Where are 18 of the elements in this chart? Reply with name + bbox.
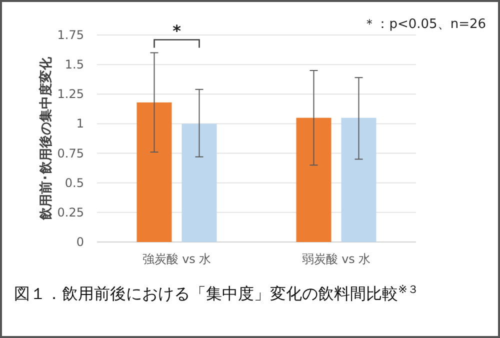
y-tick-label: 1.25: [57, 87, 84, 102]
annotation: *: [172, 22, 182, 41]
x-tick-label: 弱炭酸 vs 水: [302, 252, 371, 266]
y-tick-label: 1.75: [57, 28, 84, 42]
y-tick-label: 1: [76, 116, 84, 131]
text: 図１．飲用前後における「集中度」変化の飲料間比較$^{※３}$: [14, 282, 418, 303]
bar: [296, 118, 332, 242]
bar: [182, 124, 217, 242]
y-tick-label: 0: [76, 235, 84, 249]
text: ＊：p<0.05、n=26: [363, 17, 486, 32]
x-tick-label: 強炭酸 vs 水: [142, 252, 212, 266]
y-axis-title: 飲用前･飲用後の集中度変化: [38, 56, 54, 221]
bar: [136, 102, 172, 242]
y-tick-label: 0.5: [64, 176, 84, 190]
y-tick-label: 0.75: [57, 146, 84, 160]
y-tick-label: 1.5: [64, 58, 84, 72]
bar: [341, 118, 376, 242]
y-tick-label: 0.25: [57, 205, 84, 220]
